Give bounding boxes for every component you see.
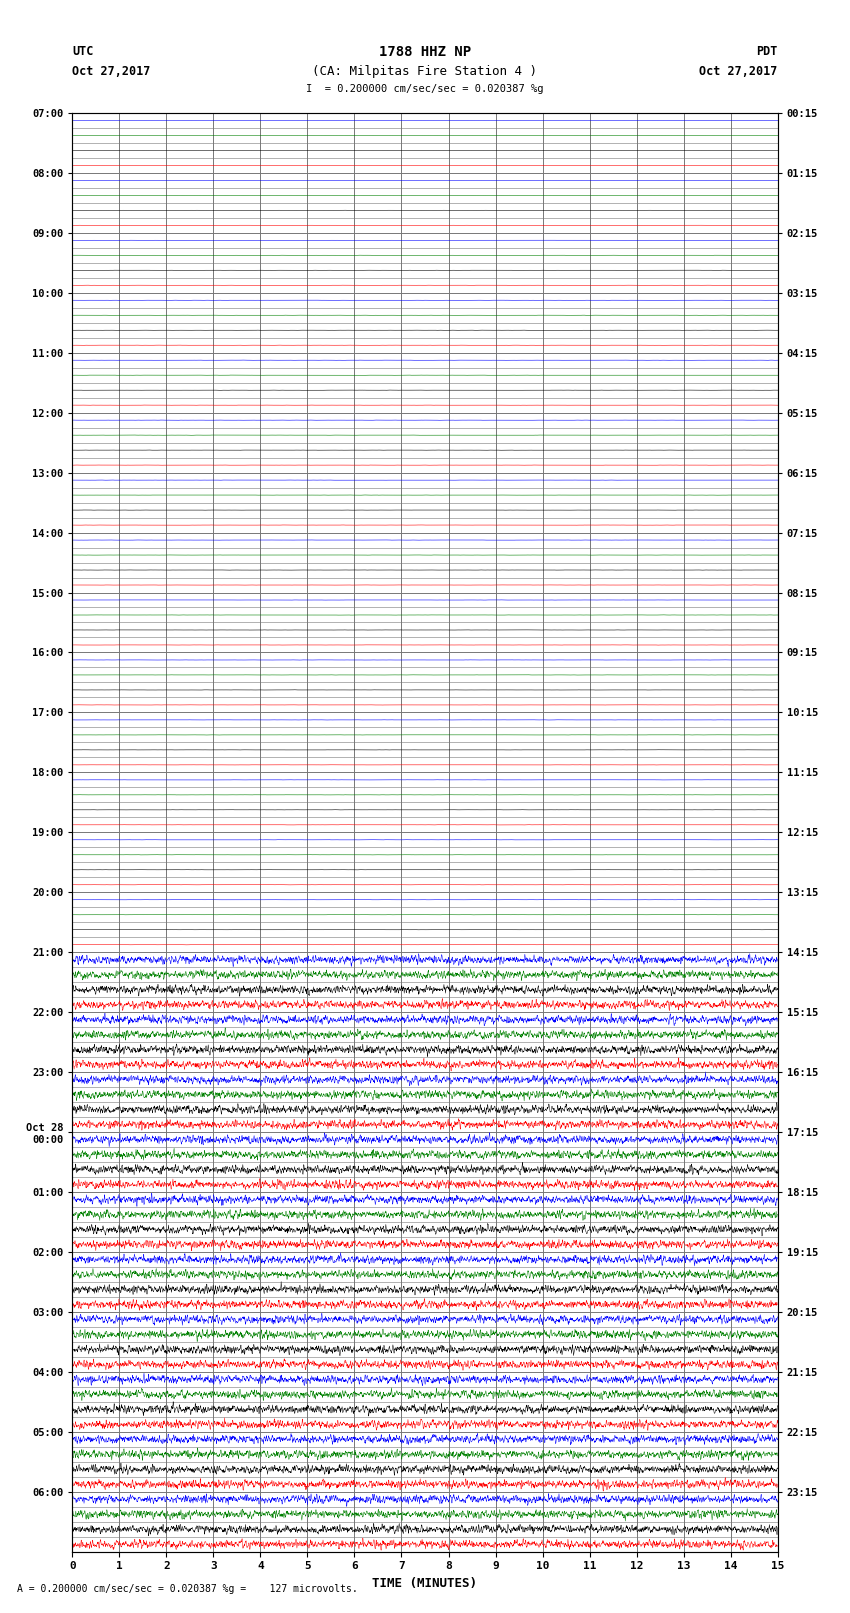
Text: PDT: PDT	[756, 45, 778, 58]
Text: Oct 27,2017: Oct 27,2017	[72, 65, 150, 77]
Text: I  = 0.200000 cm/sec/sec = 0.020387 %g: I = 0.200000 cm/sec/sec = 0.020387 %g	[306, 84, 544, 94]
Text: 1788 HHZ NP: 1788 HHZ NP	[379, 45, 471, 60]
Text: (CA: Milpitas Fire Station 4 ): (CA: Milpitas Fire Station 4 )	[313, 65, 537, 77]
Text: Oct 27,2017: Oct 27,2017	[700, 65, 778, 77]
Text: A = 0.200000 cm/sec/sec = 0.020387 %g =    127 microvolts.: A = 0.200000 cm/sec/sec = 0.020387 %g = …	[17, 1584, 358, 1594]
Text: UTC: UTC	[72, 45, 94, 58]
X-axis label: TIME (MINUTES): TIME (MINUTES)	[372, 1578, 478, 1590]
